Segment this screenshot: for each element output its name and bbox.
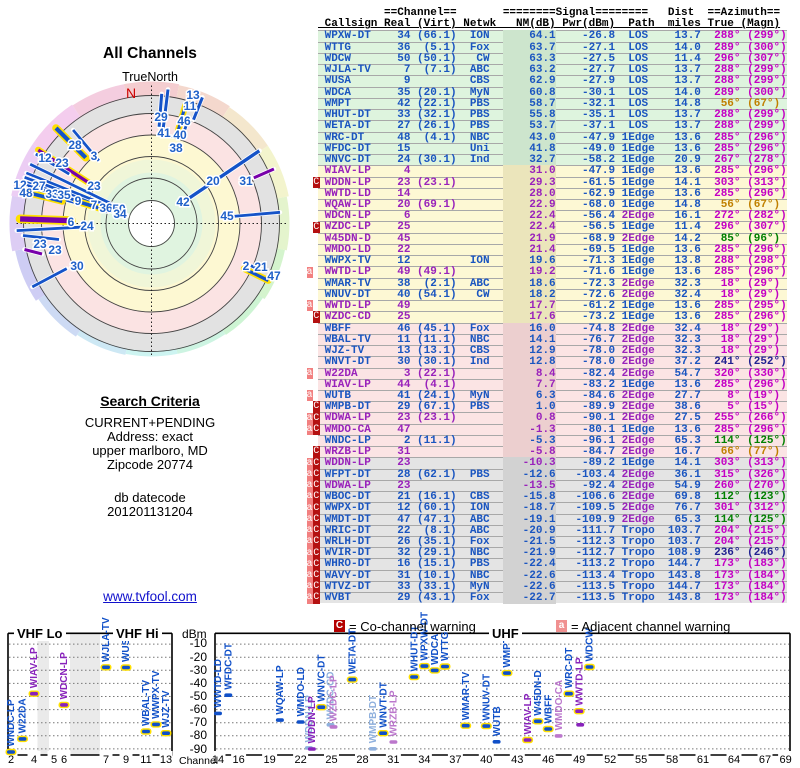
svg-text:22: 22 [294, 754, 306, 766]
svg-text:48: 48 [19, 186, 33, 200]
svg-text:WMAR-TV: WMAR-TV [461, 672, 472, 721]
svg-text:WBFF: WBFF [543, 695, 554, 724]
svg-text:23: 23 [33, 237, 47, 251]
svg-text:WPXW-DT: WPXW-DT [420, 612, 431, 661]
svg-text:WBAL-TV: WBAL-TV [141, 680, 152, 726]
svg-text:3: 3 [91, 149, 98, 163]
svg-text:40: 40 [173, 128, 187, 142]
svg-text:12: 12 [13, 178, 27, 192]
svg-text:20: 20 [206, 174, 220, 188]
svg-text:WDCN-LP: WDCN-LP [59, 652, 70, 700]
svg-text:WMDO-CA: WMDO-CA [554, 680, 565, 731]
svg-text:50: 50 [112, 202, 126, 216]
svg-text:6: 6 [68, 215, 75, 229]
svg-text:33: 33 [45, 187, 59, 201]
svg-text:69: 69 [779, 754, 791, 766]
svg-text:WHUT-DT: WHUT-DT [409, 625, 420, 671]
svg-text:34: 34 [418, 754, 430, 766]
svg-text:27: 27 [32, 179, 46, 193]
svg-text:34: 34 [113, 207, 127, 221]
svg-text:31: 31 [239, 174, 253, 188]
svg-text:WUSA: WUSA [121, 631, 132, 662]
svg-text:14: 14 [212, 754, 224, 766]
svg-text:WDCW: WDCW [585, 628, 596, 662]
svg-text:49: 49 [573, 754, 585, 766]
svg-text:45: 45 [220, 209, 234, 223]
svg-text:2: 2 [243, 259, 250, 273]
svg-text:W45DN-D: W45DN-D [533, 670, 544, 716]
svg-text:43: 43 [511, 754, 523, 766]
svg-text:WNUV-DT: WNUV-DT [482, 674, 493, 721]
svg-text:WQAW-LP: WQAW-LP [275, 665, 286, 715]
svg-text:30: 30 [70, 259, 84, 273]
svg-text:23: 23 [48, 243, 62, 257]
svg-text:WMDO-LD: WMDO-LD [296, 667, 307, 716]
svg-text:WNDC-LP: WNDC-LP [6, 699, 17, 747]
svg-text:41: 41 [157, 126, 171, 140]
svg-text:5: 5 [51, 754, 57, 766]
svg-text:21: 21 [254, 260, 268, 274]
svg-text:6: 6 [61, 754, 67, 766]
svg-text:WIAV-LP: WIAV-LP [29, 647, 40, 688]
svg-text:7: 7 [103, 754, 109, 766]
svg-text:23: 23 [87, 179, 101, 193]
svg-text:29: 29 [154, 110, 168, 124]
svg-text:WWPX-TV: WWPX-TV [151, 670, 162, 719]
svg-text:WZDC-LP: WZDC-LP [329, 675, 340, 721]
svg-text:37: 37 [449, 754, 461, 766]
svg-text:WFDC-DT: WFDC-DT [224, 643, 235, 690]
svg-text:WNVT-DT: WNVT-DT [378, 682, 389, 728]
svg-text:46: 46 [542, 754, 554, 766]
svg-text:4: 4 [31, 754, 37, 766]
svg-text:WWTD-LD: WWTD-LD [213, 659, 224, 708]
svg-text:12: 12 [38, 151, 52, 165]
svg-text:WRZB-LP: WRZB-LP [389, 690, 400, 736]
svg-text:16: 16 [232, 754, 244, 766]
svg-text:WIAV-LP: WIAV-LP [523, 693, 534, 734]
svg-text:40: 40 [480, 754, 492, 766]
svg-text:31: 31 [387, 754, 399, 766]
svg-text:WUTB: WUTB [492, 706, 503, 736]
svg-text:WJLA-TV: WJLA-TV [101, 617, 112, 662]
svg-text:52: 52 [604, 754, 616, 766]
svg-text:WRC-DT: WRC-DT [564, 648, 575, 689]
svg-text:11: 11 [184, 99, 197, 113]
svg-text:42: 42 [176, 195, 190, 209]
svg-text:58: 58 [666, 754, 678, 766]
svg-text:67: 67 [759, 754, 771, 766]
svg-text:38: 38 [169, 141, 183, 155]
svg-text:WZDC-CD: WZDC-CD [326, 672, 337, 720]
svg-text:WNVC-DT: WNVC-DT [316, 654, 327, 701]
svg-text:9: 9 [75, 194, 82, 208]
svg-text:W22DA: W22DA [18, 698, 29, 733]
svg-text:13: 13 [160, 754, 172, 766]
svg-text:35: 35 [57, 188, 71, 202]
svg-text:19: 19 [263, 754, 275, 766]
svg-text:13: 13 [186, 88, 200, 102]
svg-text:WDCA: WDCA [430, 634, 441, 665]
svg-text:WWTD-LP: WWTD-LP [574, 657, 585, 706]
svg-text:64: 64 [728, 754, 740, 766]
svg-text:WMPT: WMPT [502, 637, 513, 668]
svg-text:2: 2 [8, 754, 14, 766]
svg-text:7: 7 [91, 198, 98, 212]
svg-text:WETA-DT: WETA-DT [347, 629, 358, 674]
svg-text:9: 9 [123, 754, 129, 766]
svg-text:47: 47 [267, 269, 281, 283]
svg-text:WJZ-TV: WJZ-TV [161, 690, 172, 728]
svg-text:23: 23 [55, 156, 69, 170]
svg-text:36: 36 [99, 201, 113, 215]
svg-text:WDDN-LP: WDDN-LP [304, 695, 315, 743]
svg-text:28: 28 [356, 754, 368, 766]
svg-text:46: 46 [177, 114, 191, 128]
svg-text:25: 25 [325, 754, 337, 766]
svg-text:WMPB-DT: WMPB-DT [368, 695, 379, 743]
svg-text:28: 28 [68, 138, 82, 152]
svg-text:WDDN-LP: WDDN-LP [307, 696, 318, 744]
svg-text:61: 61 [697, 754, 709, 766]
svg-text:55: 55 [635, 754, 647, 766]
svg-text:WTTG: WTTG [440, 631, 451, 661]
svg-text:24: 24 [80, 219, 94, 233]
svg-text:11: 11 [140, 754, 151, 766]
